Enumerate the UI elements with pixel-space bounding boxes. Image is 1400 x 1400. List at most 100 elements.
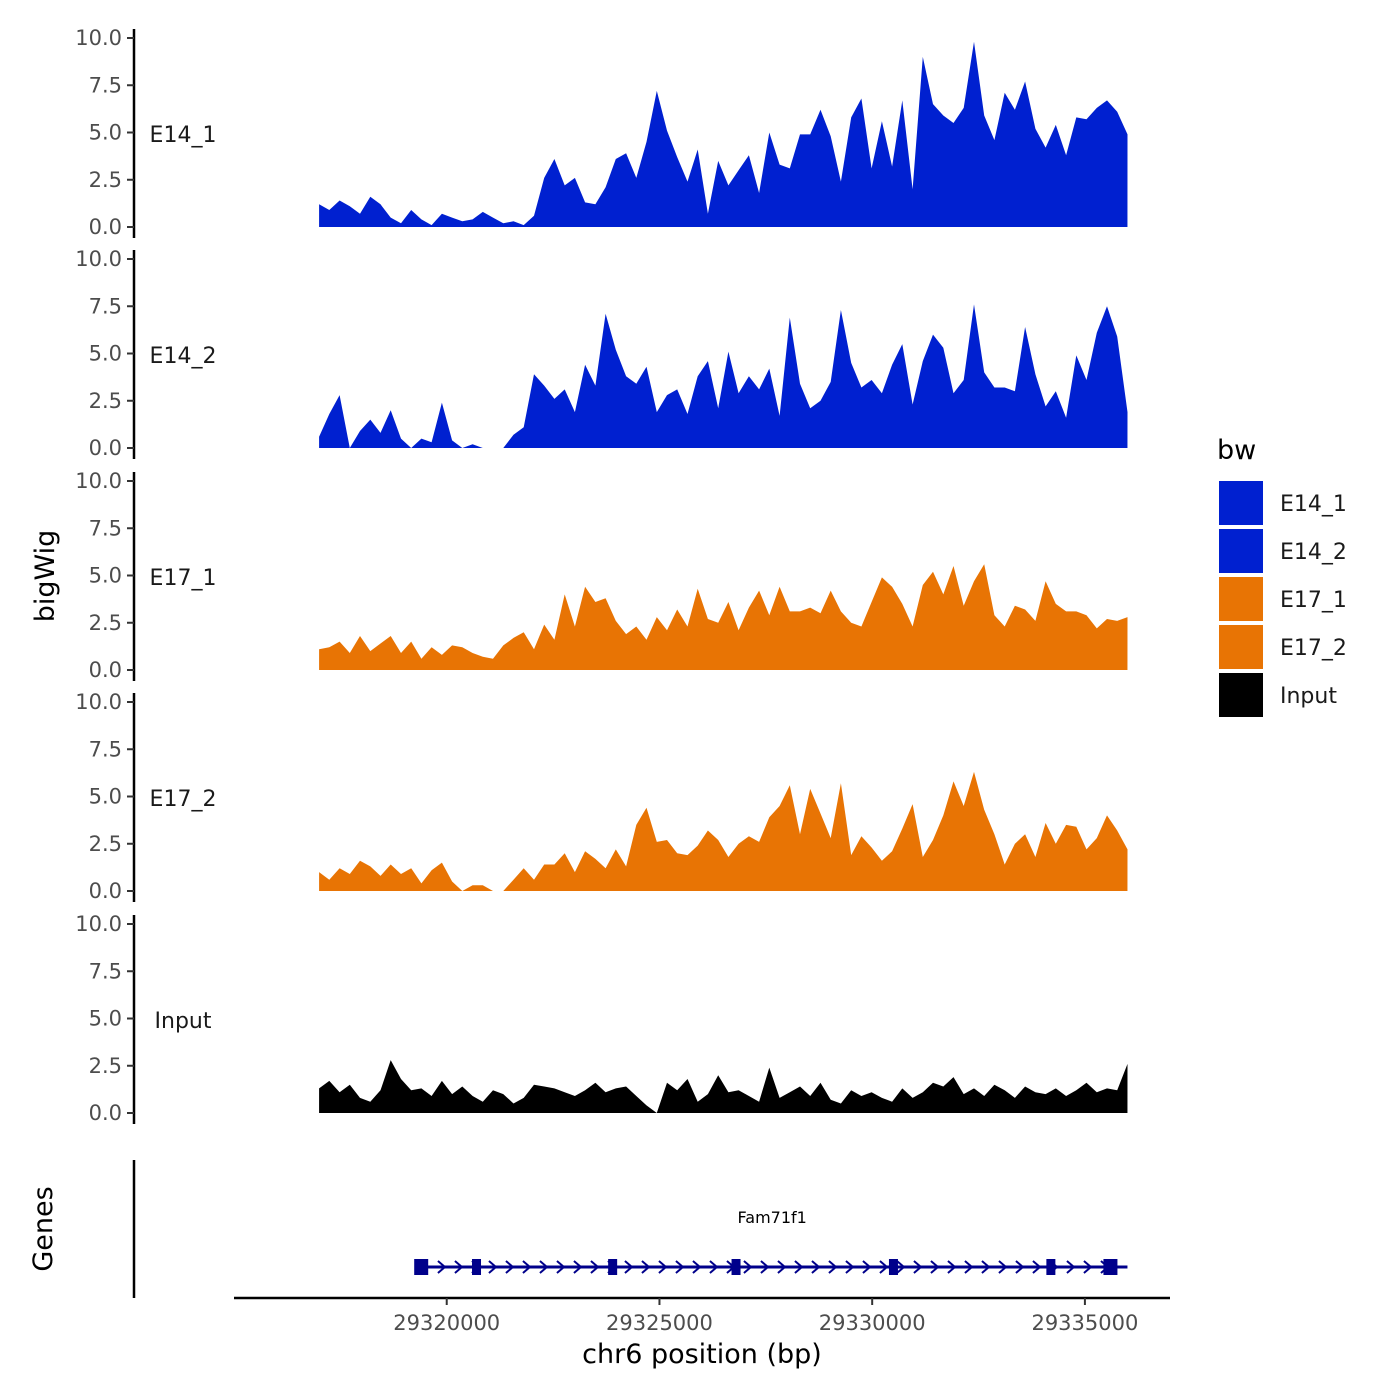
legend-key-E14_1 — [1217, 479, 1265, 527]
area-series-E17_1 — [319, 564, 1128, 670]
gene-exon — [608, 1259, 618, 1275]
strand-arrow-icon — [1015, 1260, 1025, 1274]
strand-arrow-icon — [930, 1260, 940, 1274]
y-tick-label: 2.5 — [89, 832, 122, 856]
track-panel-Input: 0.0 2.5 5.0 7.5 10.0 Input — [75, 912, 1128, 1125]
strand-arrow-icon — [777, 1260, 787, 1274]
legend-label-E14_2: E14_2 — [1280, 540, 1347, 565]
strand-arrow-icon — [522, 1260, 532, 1274]
track-label: E14_1 — [150, 123, 217, 148]
strand-arrow-icon — [760, 1260, 770, 1274]
strand-arrow-icon — [794, 1260, 804, 1274]
x-axis: 29320000 29325000 29330000 29335000 — [234, 1296, 1170, 1335]
strand-arrow-icon — [590, 1260, 600, 1274]
y-tick-label: 7.5 — [89, 73, 122, 97]
strand-arrow-icon — [743, 1260, 753, 1274]
strand-arrow-icon — [488, 1260, 498, 1274]
legend-label-E17_1: E17_1 — [1280, 588, 1347, 613]
gene-exon — [731, 1259, 741, 1275]
strand-arrow-icon — [556, 1260, 566, 1274]
strand-arrow-icon — [641, 1260, 651, 1274]
y-tick-label: 5.0 — [89, 121, 122, 145]
y-tick-label: 2.5 — [89, 1054, 122, 1078]
x-tick-label: 29330000 — [819, 1311, 926, 1335]
legend-label-E17_2: E17_2 — [1280, 636, 1347, 661]
legend-key-E17_1 — [1217, 575, 1265, 623]
track-label: E17_1 — [150, 566, 217, 591]
y-tick-label: 2.5 — [89, 611, 122, 635]
y-axis-title: bigWig — [30, 530, 61, 623]
strand-arrow-icon — [1032, 1260, 1042, 1274]
strand-arrow-icon — [624, 1260, 634, 1274]
area-series-E14_2 — [319, 304, 1128, 448]
genes-axis-title: Genes — [28, 1186, 59, 1271]
track-panel-E17_2: 0.0 2.5 5.0 7.5 10.0 E17_2 — [75, 690, 1128, 903]
y-tick-label: 2.5 — [89, 389, 122, 413]
y-tick-label: 2.5 — [89, 168, 122, 192]
strand-arrow-icon — [947, 1260, 957, 1274]
y-tick-label: 5.0 — [89, 785, 122, 809]
strand-arrow-icon — [437, 1260, 447, 1274]
y-tick-label: 7.5 — [89, 959, 122, 983]
y-tick-label: 7.5 — [89, 516, 122, 540]
strand-arrow-icon — [811, 1260, 821, 1274]
strand-arrow-icon — [675, 1260, 685, 1274]
legend-key-E14_2 — [1217, 527, 1265, 575]
y-tick-label: 0.0 — [89, 215, 122, 239]
x-tick-label: 29320000 — [393, 1311, 500, 1335]
area-series-E14_1 — [319, 41, 1128, 227]
genes-track — [132, 1160, 1128, 1298]
strand-arrow-icon — [998, 1260, 1008, 1274]
strand-arrow-icon — [964, 1260, 974, 1274]
strand-arrow-icon — [879, 1260, 889, 1274]
track-panel-E17_1: 0.0 2.5 5.0 7.5 10.0 E17_1 — [75, 469, 1128, 682]
strand-arrow-icon — [692, 1260, 702, 1274]
y-tick-label: 10.0 — [75, 690, 122, 714]
track-panel-E14_2: 0.0 2.5 5.0 7.5 10.0 E14_2 — [75, 247, 1128, 460]
strand-arrow-icon — [1083, 1260, 1093, 1274]
strand-arrow-icon — [658, 1260, 668, 1274]
strand-arrow-icon — [981, 1260, 991, 1274]
legend-title: bw — [1217, 435, 1256, 466]
y-tick-label: 10.0 — [75, 247, 122, 271]
y-tick-label: 0.0 — [89, 436, 122, 460]
strand-arrow-icon — [454, 1260, 464, 1274]
strand-arrow-icon — [1066, 1260, 1076, 1274]
area-series-E17_2 — [319, 771, 1128, 891]
area-series-Input — [319, 1060, 1128, 1113]
y-tick-label: 10.0 — [75, 912, 122, 936]
gene-exon — [1103, 1259, 1118, 1275]
track-label: E17_2 — [150, 787, 217, 812]
y-tick-label: 10.0 — [75, 469, 122, 493]
track-label: E14_2 — [150, 344, 217, 369]
gene-name-label: Fam71f1 — [738, 1208, 807, 1227]
strand-arrow-icon — [845, 1260, 855, 1274]
legend-label-E14_1: E14_1 — [1280, 492, 1347, 517]
x-tick-label: 29335000 — [1031, 1311, 1138, 1335]
strand-arrow-icon — [828, 1260, 838, 1274]
strand-arrow-icon — [539, 1260, 549, 1274]
legend-label-Input: Input — [1280, 684, 1337, 709]
track-panel-E14_1: 0.0 2.5 5.0 7.5 10.0 E14_1 — [75, 26, 1128, 239]
gene-exon — [888, 1259, 898, 1275]
y-tick-label: 0.0 — [89, 1101, 122, 1125]
legend-key-Input — [1217, 671, 1265, 719]
y-tick-label: 5.0 — [89, 342, 122, 366]
legend: bw E14_1 E14_2 E17_1 E17_2 Input — [1217, 435, 1347, 719]
strand-arrow-icon — [896, 1260, 906, 1274]
strand-arrow-icon — [709, 1260, 719, 1274]
y-tick-label: 7.5 — [89, 294, 122, 318]
gene-exon — [414, 1259, 429, 1275]
y-tick-label: 7.5 — [89, 737, 122, 761]
y-tick-label: 5.0 — [89, 1007, 122, 1031]
strand-arrow-icon — [573, 1260, 583, 1274]
gene-exon — [1046, 1259, 1056, 1275]
strand-arrow-icon — [862, 1260, 872, 1274]
x-tick-label: 29325000 — [606, 1311, 713, 1335]
gene-exon — [472, 1259, 482, 1275]
y-tick-label: 0.0 — [89, 879, 122, 903]
track-panels: 0.0 2.5 5.0 7.5 10.0 E14_1 0.0 2.5 5.0 7.5 10.0 E14… — [75, 26, 1128, 1125]
legend-key-E17_2 — [1217, 623, 1265, 671]
y-tick-label: 5.0 — [89, 564, 122, 588]
